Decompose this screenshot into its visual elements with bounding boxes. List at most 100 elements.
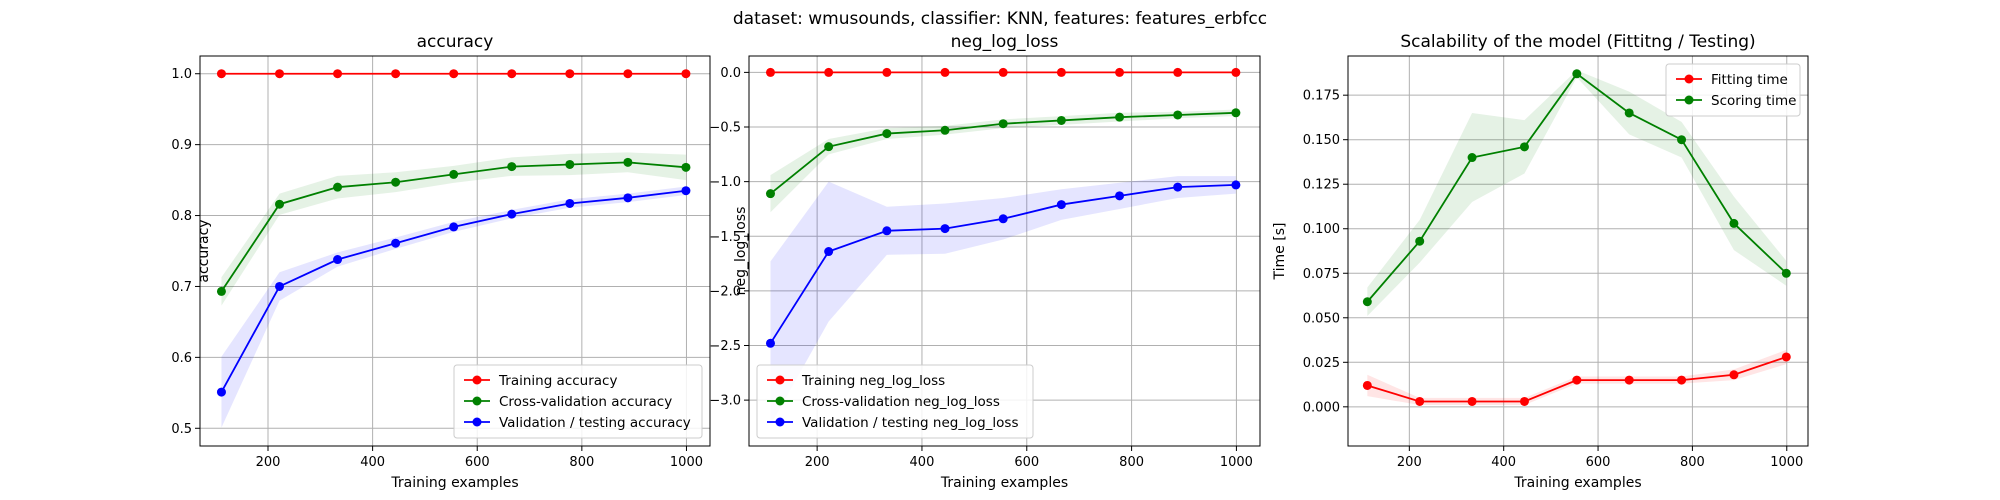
x-axis-label: Training examples xyxy=(1513,475,1641,491)
x-tick-label: 800 xyxy=(569,455,594,470)
data-point xyxy=(1729,218,1739,228)
x-axis-label: Training examples xyxy=(940,475,1068,491)
series-band xyxy=(770,176,1236,426)
data-point xyxy=(681,162,691,172)
data-point xyxy=(1173,110,1183,120)
data-point xyxy=(1624,108,1634,118)
x-tick-label: 400 xyxy=(910,455,935,470)
data-point xyxy=(623,157,633,167)
data-point xyxy=(1572,69,1582,79)
data-point xyxy=(1729,370,1739,380)
legend-box xyxy=(1665,63,1801,117)
x-tick-label: 600 xyxy=(465,455,490,470)
data-point xyxy=(449,222,459,232)
y-tick-label: 0.075 xyxy=(1303,267,1340,282)
data-point xyxy=(449,69,459,79)
data-point xyxy=(216,69,226,79)
data-point xyxy=(333,69,343,79)
legend: Training accuracy Cross-validation accura… xyxy=(453,364,703,439)
data-point xyxy=(998,119,1008,129)
legend-swatch-marker xyxy=(1684,95,1694,105)
legend-swatch-marker xyxy=(775,396,785,406)
data-point xyxy=(681,186,691,196)
data-point xyxy=(940,67,950,77)
data-point xyxy=(507,69,517,79)
plot-frame xyxy=(748,55,1261,447)
legend-label: Validation / testing accuracy xyxy=(499,415,691,431)
data-point xyxy=(1056,67,1066,77)
data-point xyxy=(765,189,775,199)
y-tick-label: 0.000 xyxy=(1303,400,1340,415)
chart-panel-3: 200 400 600 800 1000 0.000 0.025 0.050 0.075 0.10… xyxy=(1272,32,1809,491)
y-tick-label: 0.100 xyxy=(1303,222,1340,237)
x-tick-label: 600 xyxy=(1014,455,1039,470)
plot-frame xyxy=(199,55,711,447)
data-point xyxy=(1173,67,1183,77)
data-point xyxy=(940,224,950,234)
y-axis-label: Time [s] xyxy=(1272,223,1288,281)
legend-swatch-marker xyxy=(775,375,785,385)
data-point xyxy=(1056,200,1066,210)
legend-label: Training accuracy xyxy=(498,373,617,389)
y-tick-label: −0.5 xyxy=(709,121,741,136)
data-point xyxy=(681,69,691,79)
data-point xyxy=(1677,135,1687,145)
chart-title: neg_log_loss xyxy=(951,32,1059,52)
data-point xyxy=(216,387,226,397)
y-tick-label: 0.025 xyxy=(1303,356,1340,371)
y-tick-label: −1.5 xyxy=(709,230,741,245)
y-tick-label: 0.6 xyxy=(171,351,192,366)
data-point xyxy=(882,226,892,236)
data-point xyxy=(565,69,575,79)
data-point xyxy=(1415,396,1425,406)
data-point xyxy=(1231,67,1241,77)
y-tick-label: −1.0 xyxy=(709,175,741,190)
y-tick-label: 0.8 xyxy=(171,209,192,224)
legend-label: Fitting time xyxy=(1711,72,1788,88)
data-point xyxy=(391,238,401,248)
data-point xyxy=(333,182,343,192)
data-point xyxy=(765,338,775,348)
chart-panels: 200 400 600 800 1000 0.5 0.6 0.7 0.8 0.9 1.0 accura… xyxy=(171,32,1809,491)
data-point xyxy=(1231,108,1241,118)
data-point xyxy=(1173,182,1183,192)
plot-frame xyxy=(1347,55,1809,447)
legend-swatch-marker xyxy=(472,375,482,385)
data-point xyxy=(882,129,892,139)
chart-panel-2: 200 400 600 800 1000 0.0 −0.5 −1.0 −1.5 −2.0 −2.5 −… xyxy=(709,32,1261,491)
x-tick-label: 400 xyxy=(1491,455,1516,470)
data-point xyxy=(1056,115,1066,125)
x-tick-label: 400 xyxy=(360,455,385,470)
data-point xyxy=(1624,375,1634,385)
x-tick-label: 1000 xyxy=(1220,455,1253,470)
data-point xyxy=(449,169,459,179)
y-tick-label: 1.0 xyxy=(171,67,192,82)
legend-label: Scoring time xyxy=(1711,93,1796,109)
data-point xyxy=(1467,153,1477,163)
data-point xyxy=(1572,375,1582,385)
y-axis-label: neg_log_loss xyxy=(733,207,749,296)
data-point xyxy=(333,255,343,265)
x-tick-label: 200 xyxy=(1397,455,1422,470)
data-point xyxy=(765,67,775,77)
data-point xyxy=(275,69,285,79)
legend-swatch-marker xyxy=(1684,74,1694,84)
legend: Fitting time Scoring time xyxy=(1665,63,1801,117)
x-tick-label: 800 xyxy=(1680,455,1705,470)
data-point xyxy=(507,209,517,219)
x-tick-label: 800 xyxy=(1119,455,1144,470)
legend: Training neg_log_loss Cross-validation ne… xyxy=(756,364,1034,439)
data-point xyxy=(391,177,401,187)
y-tick-label: 0.150 xyxy=(1303,133,1340,148)
chart-title: accuracy xyxy=(417,32,494,52)
y-tick-label: −3.0 xyxy=(709,394,741,409)
data-point xyxy=(1115,112,1125,122)
data-point xyxy=(216,286,226,296)
y-axis-label: accuracy xyxy=(196,219,212,282)
y-tick-label: 0.5 xyxy=(171,422,192,437)
data-point xyxy=(1362,297,1372,307)
y-tick-label: 0.050 xyxy=(1303,311,1340,326)
data-point xyxy=(1115,67,1125,77)
x-tick-label: 1000 xyxy=(670,455,703,470)
